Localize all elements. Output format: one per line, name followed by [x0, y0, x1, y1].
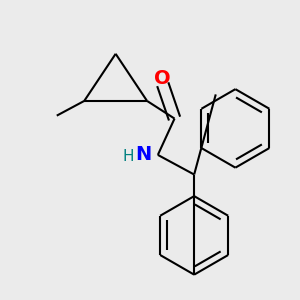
- Text: O: O: [154, 69, 171, 88]
- Text: H: H: [123, 149, 134, 164]
- Text: N: N: [135, 146, 151, 164]
